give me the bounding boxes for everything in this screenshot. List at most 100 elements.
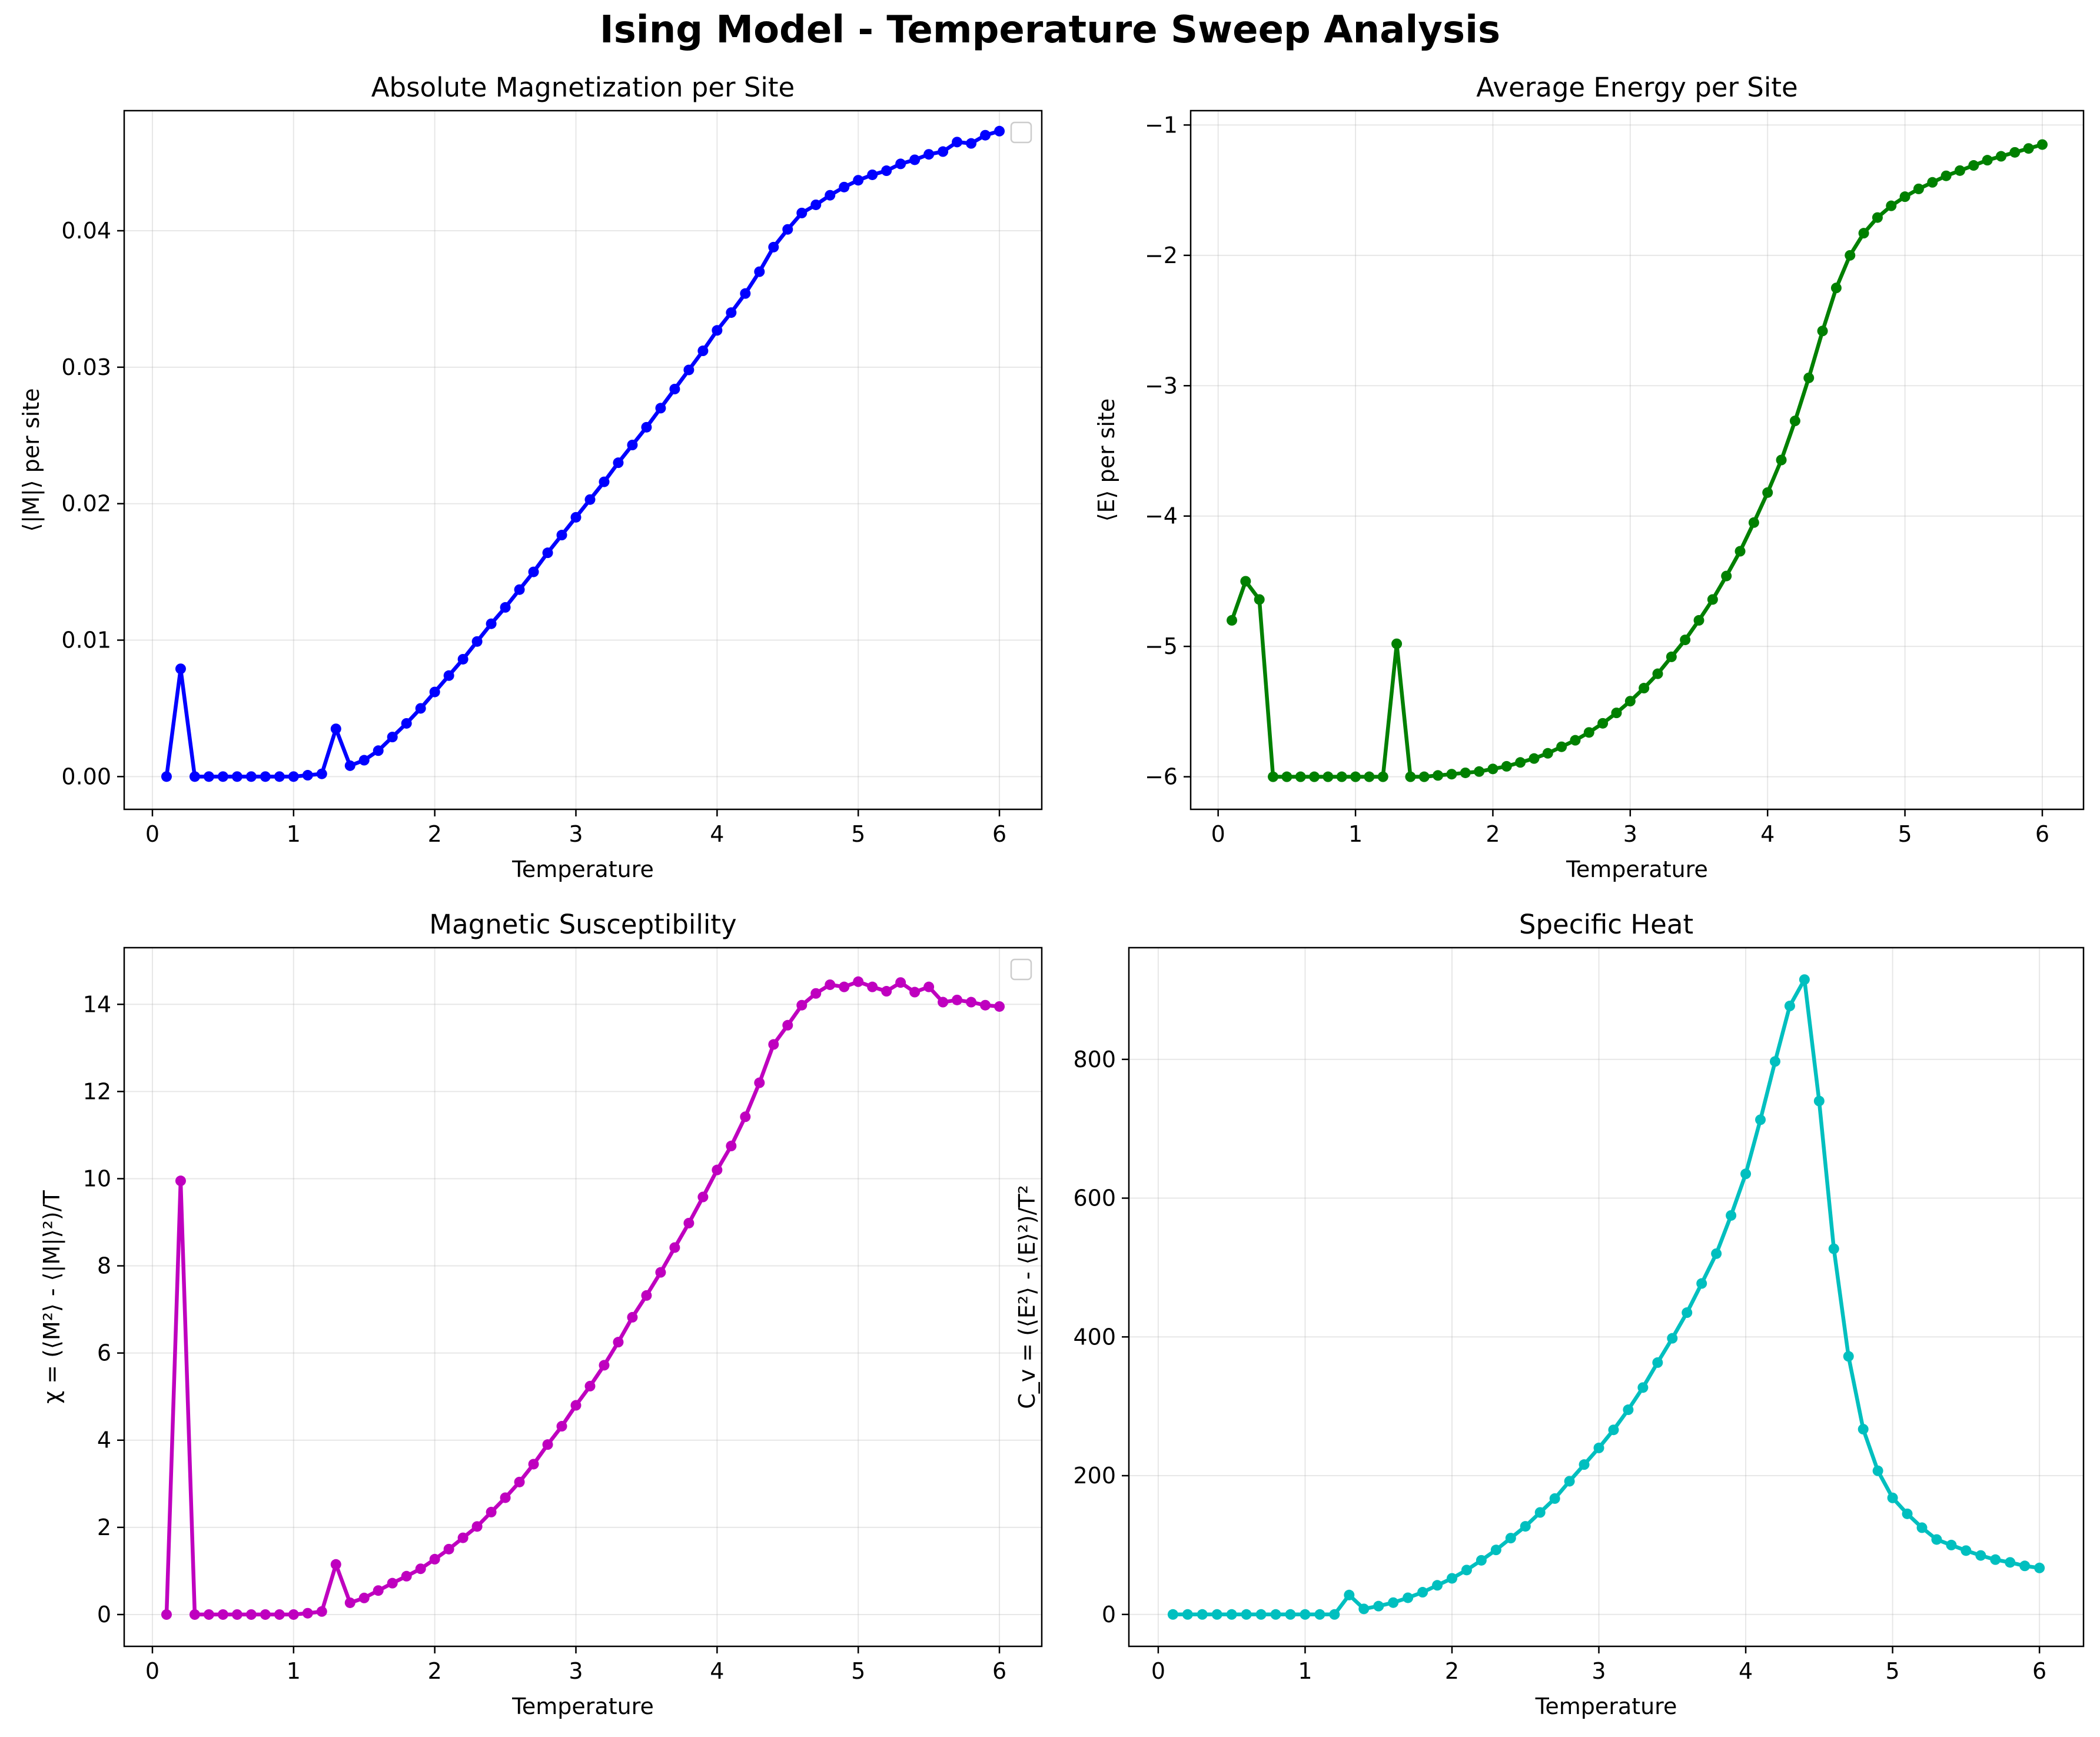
specific-heat-data-point [1388, 1597, 1399, 1608]
susceptibility-title: Magnetic Susceptibility [429, 909, 736, 940]
energy-data-point [1803, 372, 1815, 383]
specific-heat-data-point [1755, 1114, 1766, 1125]
specific-heat-data-point [1975, 1550, 1986, 1561]
susceptibility-data-point [556, 1421, 567, 1432]
susceptibility-y-tick-label: 6 [97, 1340, 111, 1366]
specific-heat-data-point [1182, 1609, 1193, 1620]
magnetization-data-point [923, 149, 935, 160]
energy-data-point [1789, 416, 1800, 427]
specific-heat-data-point [2005, 1557, 2016, 1568]
specific-heat-data-point [1344, 1589, 1355, 1600]
energy-data-point [1982, 155, 1993, 166]
susceptibility-y-tick-label: 0 [97, 1602, 111, 1628]
energy-data-point [1295, 771, 1306, 782]
energy-data-point [1845, 250, 1856, 261]
magnetization-panel: Absolute Magnetization per Site 0 1 2 3 4 5 6 0.… [18, 72, 1043, 882]
energy-data-point [1735, 546, 1746, 557]
specific-heat-data-point [1769, 1056, 1780, 1067]
specific-heat-data-point [1241, 1609, 1252, 1620]
energy-data-point [1309, 771, 1320, 782]
energy-y-tick-label: −4 [1145, 503, 1178, 529]
energy-data-point [1364, 771, 1375, 782]
magnetization-data-point [344, 760, 355, 771]
susceptibility-data-point [740, 1111, 751, 1122]
susceptibility-data-point [316, 1606, 327, 1617]
energy-data-point [2009, 147, 2021, 158]
specific-heat-data-point [1799, 974, 1810, 985]
energy-data-point [1913, 183, 1924, 194]
specific-heat-data-point [1197, 1609, 1208, 1620]
energy-data-point [1281, 771, 1292, 782]
magnetization-data-point [980, 129, 991, 141]
energy-y-tick-label: −5 [1145, 633, 1178, 659]
energy-data-point [1762, 487, 1773, 498]
susceptibility-x-tick-label: 2 [428, 1658, 442, 1684]
energy-data-point [1542, 748, 1553, 759]
magnetization-data-point [726, 307, 737, 318]
energy-data-point [1611, 708, 1622, 719]
specific-heat-data-point [1403, 1592, 1414, 1603]
susceptibility-data-point [980, 999, 991, 1011]
energy-x-tick-label: 1 [1348, 821, 1363, 847]
susceptibility-data-point [260, 1609, 271, 1620]
susceptibility-data-point [726, 1140, 737, 1151]
specific-heat-data-point [1505, 1533, 1516, 1544]
energy-y-tick-label: −1 [1145, 112, 1178, 138]
specific-heat-series-line [1172, 977, 2040, 1617]
energy-y-tick-label: −2 [1145, 243, 1178, 268]
magnetization-data-point [415, 703, 426, 714]
susceptibility-data-point [923, 981, 935, 992]
specific-heat-data-point [1417, 1587, 1428, 1598]
magnetization-data-point [245, 771, 257, 782]
magnetization-data-point [796, 207, 808, 218]
susceptibility-data-point [867, 981, 878, 992]
magnetization-data-point [613, 457, 624, 469]
specific-heat-data-point [1520, 1521, 1531, 1532]
susceptibility-xlabel: Temperature [511, 1693, 654, 1719]
magnetization-data-point [500, 602, 511, 613]
susceptibility-data-point [274, 1609, 285, 1620]
susceptibility-x-tick-label: 3 [569, 1658, 583, 1684]
specific-heat-data-point [2034, 1562, 2045, 1573]
energy-x-tick-label: 2 [1486, 821, 1500, 847]
susceptibility-data-point [754, 1077, 765, 1088]
energy-data-point [1721, 570, 1732, 582]
susceptibility-data-point [344, 1597, 355, 1608]
energy-data-point [1899, 191, 1910, 202]
susceptibility-data-point [683, 1217, 695, 1228]
susceptibility-x-tick-label: 5 [851, 1658, 865, 1684]
susceptibility-data-point [401, 1570, 412, 1582]
energy-data-point [1323, 771, 1334, 782]
energy-data-point [1830, 283, 1842, 294]
specific-heat-data-point [1432, 1580, 1443, 1591]
susceptibility-data-point [712, 1164, 723, 1175]
specific-heat-x-tick-label: 3 [1591, 1658, 1606, 1684]
magnetization-data-point [302, 770, 313, 781]
susceptibility-x-tick-label: 1 [287, 1658, 301, 1684]
magnetization-data-point [161, 771, 172, 782]
energy-data-point [1748, 517, 1759, 528]
magnetization-data-point [712, 325, 723, 336]
magnetization-data-point [260, 771, 271, 782]
energy-data-point [1487, 763, 1498, 775]
susceptibility-data-point [203, 1609, 214, 1620]
magnetization-data-point [627, 439, 638, 450]
specific-heat-x-tick-label: 1 [1298, 1658, 1312, 1684]
magnetization-data-point [556, 530, 567, 541]
specific-heat-data-point [1461, 1565, 1472, 1576]
specific-heat-x-tick-label: 4 [1739, 1658, 1753, 1684]
energy-data-point [1240, 576, 1251, 587]
susceptibility-y-tick-label: 12 [83, 1078, 111, 1104]
magnetization-y-tick-label: 0.02 [61, 491, 111, 517]
susceptibility-data-point [966, 997, 977, 1008]
susceptibility-data-point [387, 1577, 398, 1589]
magnetization-axes-frame [123, 109, 1043, 811]
specific-heat-data-point [1902, 1508, 1913, 1519]
magnetization-data-point [853, 175, 864, 186]
magnetization-data-point [471, 636, 483, 647]
specific-heat-data-point [1828, 1243, 1839, 1254]
susceptibility-data-point [514, 1476, 525, 1487]
energy-data-point [2036, 139, 2048, 150]
susceptibility-data-point [570, 1400, 582, 1411]
